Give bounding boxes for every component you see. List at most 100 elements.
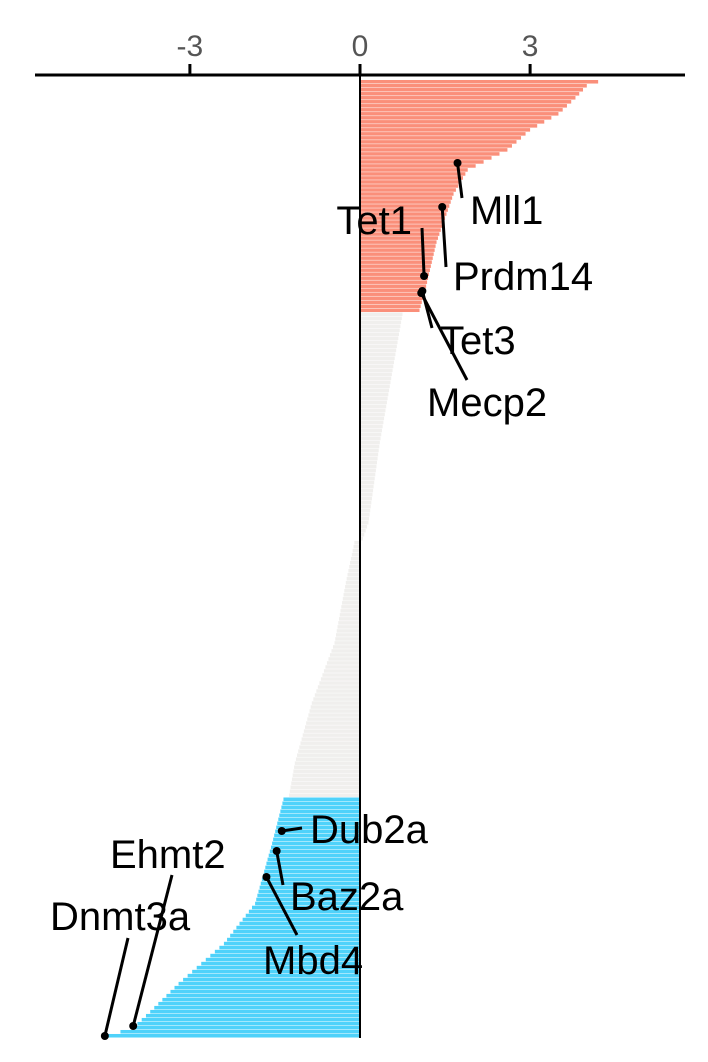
bar-neutral xyxy=(289,793,361,798)
bar-neutral xyxy=(326,661,360,665)
bar-down xyxy=(187,973,360,978)
bar-down xyxy=(201,961,360,966)
point-baz2a xyxy=(272,847,281,855)
bar-down xyxy=(266,861,360,866)
bar-down xyxy=(205,957,360,962)
bar-down xyxy=(170,989,360,994)
bar-neutral xyxy=(360,356,395,361)
bar-down xyxy=(162,997,360,1002)
callout-line-baz2a xyxy=(275,850,285,886)
bar-neutral xyxy=(319,681,360,685)
bar-up xyxy=(360,152,500,156)
bar-down xyxy=(263,873,360,878)
bar-neutral xyxy=(294,761,360,765)
bar-neutral xyxy=(360,496,372,501)
bar-up xyxy=(360,280,428,284)
bar-neutral xyxy=(292,773,360,777)
bar-neutral xyxy=(320,677,360,681)
bar-neutral xyxy=(289,789,360,794)
bar-up xyxy=(360,212,447,216)
bar-neutral xyxy=(360,444,380,449)
bar-down xyxy=(196,965,360,970)
bar-neutral xyxy=(306,721,360,725)
bar-down xyxy=(174,985,360,990)
bar-down xyxy=(178,981,360,986)
bar-neutral xyxy=(360,376,392,381)
bar-down xyxy=(272,841,360,846)
bar-up xyxy=(360,252,434,256)
callout-line-mecp2 xyxy=(419,292,469,381)
bar-down xyxy=(280,809,360,814)
bar-down xyxy=(154,1005,360,1010)
bar-neutral xyxy=(351,552,360,557)
bar-down xyxy=(258,889,360,894)
bar-down xyxy=(133,1025,360,1030)
bar-up xyxy=(360,180,461,184)
bar-neutral xyxy=(337,625,360,629)
bar-neutral xyxy=(300,741,360,745)
bar-neutral xyxy=(347,573,360,577)
gene-callouts: Mll1 Prdm14 Tet1 Tet3 Mecp2 Dub2a Baz2a Mbd4 Ehm… xyxy=(50,159,593,1040)
bar-neutral xyxy=(325,665,360,669)
bar-up xyxy=(360,248,435,252)
bar-up xyxy=(360,208,448,212)
bar-neutral xyxy=(360,388,390,393)
bar-up xyxy=(360,124,538,128)
bar-neutral xyxy=(360,440,380,445)
bar-neutral xyxy=(360,404,387,409)
point-mll1 xyxy=(453,159,462,167)
callout-line-mll1 xyxy=(456,162,464,199)
bar-neutral xyxy=(360,348,397,353)
bar-up xyxy=(360,120,545,124)
bar-down xyxy=(242,917,360,922)
bar-down xyxy=(219,945,360,950)
bar-neutral xyxy=(360,424,383,429)
bar-down xyxy=(120,1029,360,1034)
bar-neutral xyxy=(317,685,360,689)
bar-down xyxy=(281,805,360,810)
bar-neutral xyxy=(360,352,396,357)
bar-down xyxy=(268,853,360,858)
bar-down xyxy=(283,797,360,802)
bar-neutral xyxy=(294,765,360,769)
bar-neutral xyxy=(299,745,360,749)
bar-neutral xyxy=(309,709,360,713)
gene-label-tet3: Tet3 xyxy=(440,319,516,363)
bar-up xyxy=(360,156,492,160)
bar-neutral xyxy=(334,641,360,645)
bar-neutral xyxy=(360,368,393,373)
bar-neutral xyxy=(331,649,360,653)
bar-neutral xyxy=(360,416,385,421)
bar-down xyxy=(261,877,360,882)
point-tet1 xyxy=(420,272,429,280)
bar-down xyxy=(230,933,360,938)
bar-neutral xyxy=(360,456,378,461)
bar-down xyxy=(276,825,360,830)
bar-up xyxy=(360,308,420,313)
bar-neutral xyxy=(345,585,360,589)
gene-label-prdm14: Prdm14 xyxy=(453,255,593,299)
bar-neutral xyxy=(336,629,360,633)
bar-neutral xyxy=(336,633,360,637)
bar-up xyxy=(360,264,431,268)
bar-neutral xyxy=(349,565,360,569)
bar-neutral xyxy=(341,605,360,609)
bar-neutral xyxy=(352,548,360,553)
bar-down xyxy=(267,857,360,862)
bar-neutral xyxy=(301,737,360,741)
bar-down xyxy=(282,801,360,806)
bar-up xyxy=(360,200,451,204)
bar-up xyxy=(360,204,450,208)
bar-up xyxy=(360,80,599,84)
x-tick-label: -3 xyxy=(177,30,204,63)
bars-group xyxy=(107,80,599,1038)
bar-up xyxy=(360,284,427,288)
bar-up xyxy=(360,272,429,276)
bar-down xyxy=(275,829,360,834)
bar-neutral xyxy=(360,436,381,441)
bar-neutral xyxy=(291,777,360,781)
bar-up xyxy=(360,128,531,132)
bar-up xyxy=(360,232,440,236)
point-mbd4 xyxy=(262,873,271,881)
